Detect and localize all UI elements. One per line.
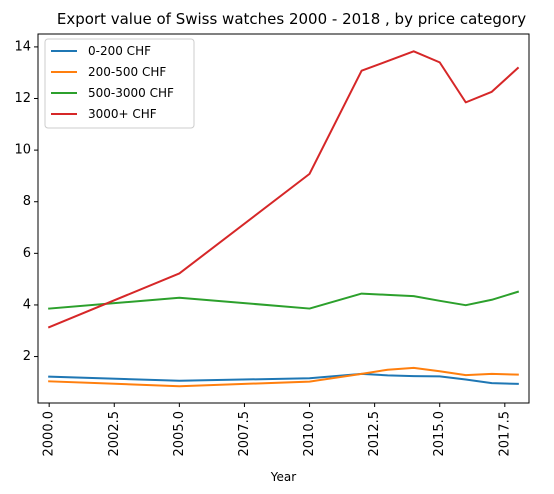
x-tick-label: 2010.0: [302, 411, 317, 457]
x-axis: 2000.0 2002.5 2005.0 2007.5 2010.0 2012.5 2015…: [42, 403, 512, 457]
x-axis-label: Year: [270, 470, 296, 484]
x-tick-label: 2002.5: [107, 411, 122, 457]
x-tick-label: 2015.0: [432, 411, 447, 457]
y-tick-label: 6: [23, 246, 31, 261]
legend-label: 3000+ CHF: [88, 107, 157, 121]
legend-label: 500-3000 CHF: [88, 86, 174, 100]
y-tick-label: 2: [23, 349, 31, 364]
legend-label: 0-200 CHF: [88, 44, 151, 58]
x-tick-label: 2012.5: [367, 411, 382, 457]
legend-box: [44, 38, 195, 129]
chart-title: Export value of Swiss watches 2000 - 201…: [57, 10, 526, 28]
series-line-3: [48, 290, 520, 310]
series-line-2: [48, 366, 519, 388]
y-tick-label: 10: [14, 143, 31, 158]
x-tick-label: 2000.0: [42, 411, 57, 457]
y-tick-label: 12: [14, 91, 31, 106]
plot-area: [37, 33, 530, 404]
legend: 0-200 CHF 200-500 CHF 500-3000 CHF 3000+ CH…: [44, 38, 195, 129]
plot-frame: [37, 33, 530, 404]
y-tick-label: 14: [14, 39, 31, 54]
x-tick-label: 2005.0: [172, 411, 187, 457]
x-tick-label: 2007.5: [237, 411, 252, 457]
series-line-4: [47, 50, 520, 329]
series-line-1: [48, 372, 519, 385]
y-tick-label: 8: [23, 194, 31, 209]
x-tick-label: 2017.5: [497, 411, 512, 457]
y-tick-label: 4: [23, 297, 31, 312]
legend-label: 200-500 CHF: [88, 65, 166, 79]
y-axis: 2 4 6 8 10 12 14: [14, 39, 38, 364]
